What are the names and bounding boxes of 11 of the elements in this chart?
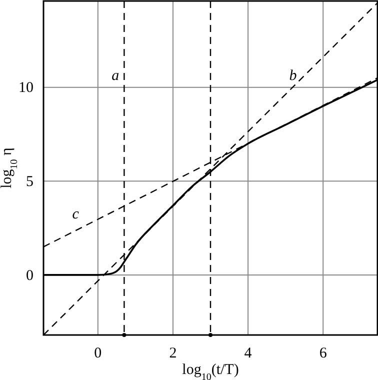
x-tick-label: 4 bbox=[244, 346, 252, 362]
x-tick-label: 6 bbox=[319, 346, 328, 362]
y-tick-label: 0 bbox=[26, 268, 34, 284]
x-tick-label: 0 bbox=[94, 346, 102, 362]
ref-line-label: a bbox=[112, 68, 120, 84]
x-tick-label: 2 bbox=[169, 346, 177, 362]
series-label: b bbox=[289, 68, 298, 84]
y-tick-label: 5 bbox=[26, 174, 34, 190]
y-tick-label: 10 bbox=[18, 80, 34, 96]
series-label: c bbox=[72, 206, 80, 223]
x-axis-title: log$_{10}$(t/T) bbox=[182, 362, 239, 380]
